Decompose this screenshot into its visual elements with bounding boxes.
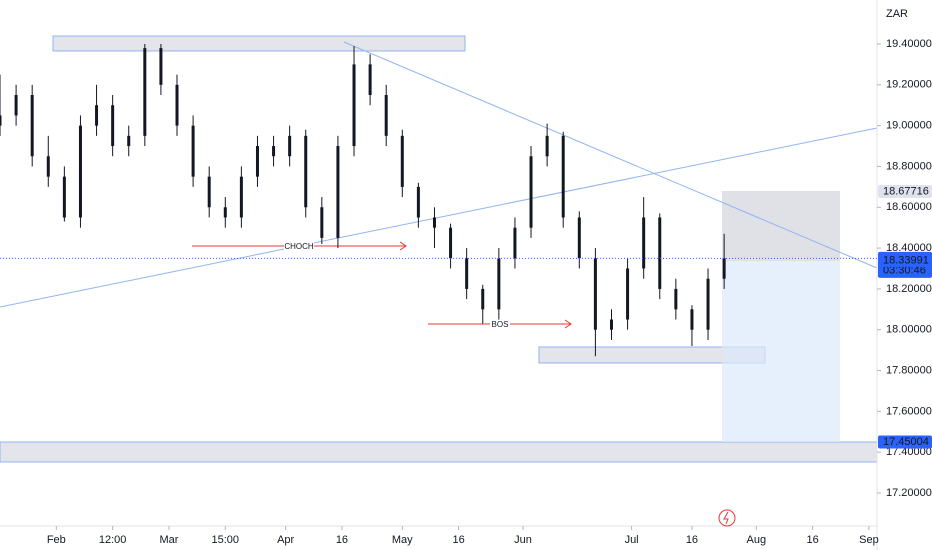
candle-body	[78, 125, 82, 218]
candle-body	[336, 146, 340, 238]
x-tick-label: May	[392, 534, 413, 546]
currency: ZAR	[886, 8, 908, 20]
price-tag-label: 18.67716	[883, 185, 929, 197]
stop-area	[722, 191, 840, 261]
trend-line	[0, 127, 878, 308]
candle-body	[239, 176, 243, 218]
candle-body	[545, 135, 549, 157]
y-tick-label: 17.40000	[886, 446, 932, 458]
candle-body	[127, 135, 131, 147]
x-tick-label: Feb	[47, 534, 66, 546]
candle-body	[111, 105, 115, 147]
candle-body	[481, 288, 485, 310]
candle-body	[223, 207, 227, 218]
y-tick-label: 19.00000	[886, 120, 932, 132]
candle-body	[368, 64, 372, 96]
candle-body	[30, 95, 34, 157]
y-tick-label: 18.60000	[886, 201, 932, 213]
candle-body	[14, 95, 18, 116]
x-tick-label: 16	[336, 534, 348, 546]
candle-body	[593, 258, 597, 330]
y-tick-label: 18.20000	[886, 283, 932, 295]
candle-body	[175, 84, 179, 126]
price-tag	[878, 253, 932, 267]
candle-body	[304, 135, 308, 208]
y-tick-label: 18.40000	[886, 242, 932, 254]
countdown: 03:30:46	[883, 264, 926, 276]
candle-body	[626, 268, 630, 320]
x-tick-label: Apr	[277, 534, 294, 546]
candle-body	[561, 135, 565, 218]
candle-body	[384, 95, 388, 136]
arrow-head	[564, 319, 572, 329]
label-bg	[490, 318, 510, 330]
candle-body	[529, 156, 533, 228]
candle-body	[642, 217, 646, 269]
candle-body	[400, 135, 404, 187]
candle-body	[449, 227, 453, 259]
x-tick-label: 16	[686, 534, 698, 546]
candle-body	[609, 319, 613, 330]
x-tick-label: Jul	[625, 534, 639, 546]
target-area	[722, 261, 840, 442]
event-icon-bolt	[723, 511, 729, 525]
x-tick-label: 15:00	[212, 534, 240, 546]
target-zone	[0, 441, 878, 463]
candle-body	[513, 227, 517, 259]
x-tick-label: Sep	[859, 534, 879, 546]
candle-body	[46, 156, 50, 177]
bos-label: BOS	[492, 320, 509, 329]
candle-body	[95, 105, 99, 126]
x-tick-label: Mar	[159, 534, 178, 546]
candle-body	[272, 146, 276, 157]
candle-body	[416, 186, 420, 218]
arrow-head	[399, 241, 407, 251]
y-tick-label: 18.00000	[886, 324, 932, 336]
candle-body	[690, 309, 694, 330]
candle-body	[577, 217, 581, 259]
candle-body	[62, 176, 66, 218]
x-tick-label: Aug	[747, 534, 767, 546]
supply-zone	[52, 35, 466, 52]
event-icon[interactable]	[718, 509, 736, 527]
candle-body	[706, 278, 710, 330]
candle-body	[255, 146, 259, 177]
y-tick-label: 19.40000	[886, 38, 932, 50]
candle-body	[722, 258, 726, 279]
price-tag-label: 17.45004	[883, 436, 929, 448]
candle-body	[497, 258, 501, 310]
candle-body	[288, 135, 292, 157]
candle-body	[352, 64, 356, 147]
y-tick-label: 18.80000	[886, 160, 932, 172]
x-tick-label: 16	[452, 534, 464, 546]
candle-body	[674, 288, 678, 310]
candle-body	[191, 125, 195, 177]
candle-body	[465, 258, 469, 289]
candle-body	[159, 48, 163, 85]
choch-label: CHOCH	[284, 242, 314, 251]
candle-body	[658, 217, 662, 289]
trend-line	[343, 41, 878, 269]
x-tick-label: 16	[807, 534, 819, 546]
y-tick-label: 17.80000	[886, 364, 932, 376]
price-tag-label: 18.33991	[883, 254, 929, 266]
candle-body	[143, 48, 147, 136]
price-tag	[878, 185, 932, 199]
y-tick-label: 19.20000	[886, 79, 932, 91]
y-tick-label: 17.20000	[886, 487, 932, 499]
label-bg	[284, 240, 314, 252]
candle-body	[432, 217, 436, 228]
y-tick-label: 17.60000	[886, 405, 932, 417]
price-tag	[878, 435, 932, 449]
drawings: CHOCH BOS	[0, 35, 878, 463]
x-tick-label: Jun	[514, 534, 532, 546]
candle-body	[207, 176, 211, 208]
candle-body	[0, 115, 2, 126]
x-tick-label: 12:00	[99, 534, 127, 546]
candle-body	[320, 207, 324, 238]
